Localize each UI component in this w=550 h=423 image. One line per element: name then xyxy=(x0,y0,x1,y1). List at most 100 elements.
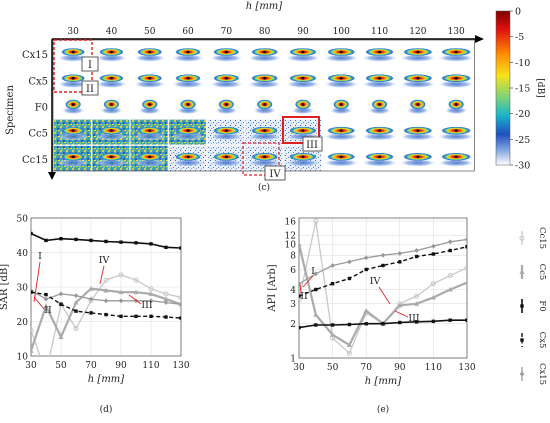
data-point xyxy=(148,286,154,292)
ultrasound-image-cell xyxy=(360,119,398,145)
x-tick-label: 70 xyxy=(85,361,97,371)
ultrasound-image-cell xyxy=(437,93,475,119)
panel-c-heading: h [mm] xyxy=(246,1,282,12)
data-point xyxy=(149,314,153,319)
colorbar-tick: -25 xyxy=(515,135,530,146)
data-point xyxy=(58,334,64,340)
ultrasound-image-cell xyxy=(92,41,130,66)
y-tick-label: 1 xyxy=(290,355,296,365)
y-tick-label: 10 xyxy=(285,241,297,251)
data-point xyxy=(314,323,318,327)
data-point xyxy=(134,314,138,319)
data-point xyxy=(89,311,93,315)
ultrasound-image-cell xyxy=(322,119,360,145)
ultrasound-image-cell xyxy=(130,41,168,66)
data-point xyxy=(347,259,352,265)
ultrasound-image-cell xyxy=(283,67,321,93)
annotation-label: III xyxy=(141,300,153,311)
ultrasound-image-cell xyxy=(283,93,321,119)
ultrasound-image-cell xyxy=(245,41,283,66)
legend-entry: F0 xyxy=(537,300,547,311)
data-point xyxy=(363,255,369,261)
y-tick-label: 50 xyxy=(17,215,29,225)
data-point xyxy=(163,296,169,302)
y-tick-label: 2 xyxy=(290,320,296,330)
legend-entry: Cc15 xyxy=(537,227,547,249)
marker-box-cc5 xyxy=(282,116,320,144)
y-tick-label: 10 xyxy=(17,353,29,363)
legend-entry: Cx15 xyxy=(537,363,547,385)
ultrasound-image-cell xyxy=(322,67,360,93)
h-label: 100 xyxy=(333,27,350,37)
data-point xyxy=(133,277,139,283)
data-point xyxy=(163,300,169,305)
y-tick-label: 6 xyxy=(290,266,296,276)
data-point xyxy=(31,327,34,333)
marker-box-iii xyxy=(302,136,323,152)
ultrasound-image-cell xyxy=(360,41,398,66)
ultrasound-image-cell xyxy=(130,119,168,145)
legend: Cc15 Cc5 F0 Cx5 Cx15 xyxy=(519,227,547,385)
data-point xyxy=(448,248,452,253)
ultrasound-image-cell xyxy=(322,145,360,171)
data-point xyxy=(330,323,335,327)
ultrasound-image-cell xyxy=(207,93,245,119)
data-point xyxy=(299,297,302,304)
data-point xyxy=(381,263,385,268)
data-point xyxy=(347,276,352,281)
annotation-arrow xyxy=(33,261,41,303)
marker-box-ii xyxy=(81,80,99,96)
y-axis-label: API [Arb] xyxy=(267,264,278,312)
data-point xyxy=(363,308,369,313)
data-point xyxy=(88,296,94,302)
annotation-label: II xyxy=(44,305,52,316)
data-point xyxy=(520,304,524,308)
data-point xyxy=(519,371,525,377)
ultrasound-image-cell xyxy=(207,41,245,66)
data-point xyxy=(163,291,169,297)
colorbar-tick: -10 xyxy=(515,58,530,69)
ultrasound-image-cell xyxy=(168,145,206,171)
ultrasound-image-cell xyxy=(168,93,206,119)
ultrasound-image-cell xyxy=(398,67,437,93)
data-point xyxy=(148,291,154,296)
h-label: 130 xyxy=(448,27,465,37)
data-point xyxy=(118,298,124,304)
h-label: 90 xyxy=(297,27,309,37)
ultrasound-image-cell xyxy=(437,119,476,145)
data-point xyxy=(31,290,33,294)
ultrasound-image-cell xyxy=(437,145,476,171)
specimen-row-label: Cc5 xyxy=(28,129,48,140)
annotation-arrow xyxy=(394,310,409,318)
data-point xyxy=(414,320,419,324)
specimen-axis-label: Specimen xyxy=(5,85,16,135)
data-point xyxy=(347,322,352,327)
x-tick-label: 50 xyxy=(327,363,339,373)
y-tick-label: 20 xyxy=(17,318,29,328)
marker-box-iv xyxy=(264,165,286,181)
x-tick-label: 90 xyxy=(115,361,127,371)
data-point xyxy=(447,239,453,245)
data-point xyxy=(149,242,153,246)
data-point xyxy=(447,286,453,292)
marker-iv-label: IV xyxy=(269,169,281,180)
data-point xyxy=(364,322,368,326)
data-point xyxy=(43,296,49,302)
data-point xyxy=(414,301,420,306)
data-point xyxy=(103,277,109,283)
data-point xyxy=(73,293,79,299)
x-tick-label: 30 xyxy=(25,361,37,371)
y-axis-label: SAR [dB] xyxy=(0,264,10,310)
data-point xyxy=(299,325,301,330)
ultrasound-image-cell xyxy=(398,93,436,119)
ultrasound-image-cell xyxy=(92,93,130,119)
ultrasound-image-cell xyxy=(207,145,245,171)
data-point xyxy=(430,294,436,300)
ultrasound-image-cell xyxy=(54,93,92,119)
marker-ii-label: II xyxy=(86,84,94,95)
data-point xyxy=(398,260,402,264)
ultrasound-image-cell xyxy=(245,67,283,93)
